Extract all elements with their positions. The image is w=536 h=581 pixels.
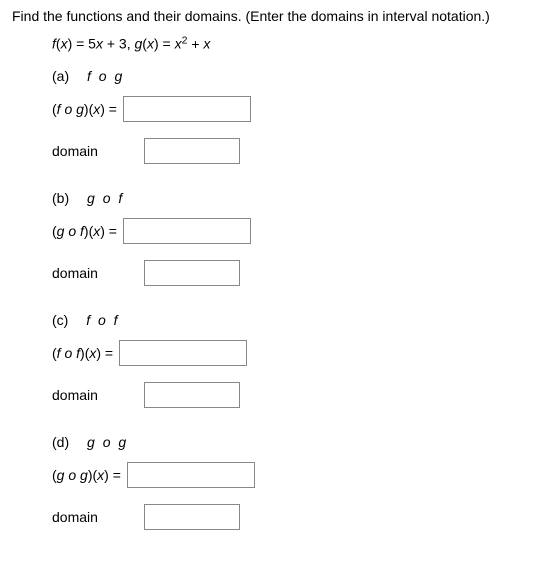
- part-c-domain-row: domain: [52, 382, 524, 408]
- part-c: (c) f o f (f o f)(x) = domain: [52, 312, 524, 408]
- part-b-answer-row: (g o f)(x) =: [52, 218, 524, 244]
- part-a-answer-row: (f o g)(x) =: [52, 96, 524, 122]
- part-c-domain-input[interactable]: [144, 382, 240, 408]
- part-a-domain-row: domain: [52, 138, 524, 164]
- part-c-answer-row: (f o f)(x) =: [52, 340, 524, 366]
- part-a-domain-input[interactable]: [144, 138, 240, 164]
- part-d-answer-row: (g o g)(x) =: [52, 462, 524, 488]
- part-a-answer-input[interactable]: [123, 96, 251, 122]
- part-a-label: (a) f o g: [52, 68, 524, 84]
- part-d-answer-input[interactable]: [127, 462, 255, 488]
- part-b-lhs: (g o f)(x) =: [52, 223, 117, 239]
- part-a-domain-label: domain: [52, 143, 144, 159]
- part-b-symbol: g o f: [87, 190, 124, 206]
- part-d-symbol: g o g: [87, 434, 128, 450]
- question-prompt: Find the functions and their domains. (E…: [12, 8, 524, 24]
- part-d-number: (d): [52, 434, 69, 450]
- part-a-lhs: (f o g)(x) =: [52, 101, 117, 117]
- part-c-lhs: (f o f)(x) =: [52, 345, 113, 361]
- part-c-answer-input[interactable]: [119, 340, 247, 366]
- part-d-domain-input[interactable]: [144, 504, 240, 530]
- part-b-answer-input[interactable]: [123, 218, 251, 244]
- part-a: (a) f o g (f o g)(x) = domain: [52, 68, 524, 164]
- part-d-label: (d) g o g: [52, 434, 524, 450]
- part-b-domain-label: domain: [52, 265, 144, 281]
- part-d: (d) g o g (g o g)(x) = domain: [52, 434, 524, 530]
- part-b-label: (b) g o f: [52, 190, 524, 206]
- part-c-label: (c) f o f: [52, 312, 524, 328]
- part-c-symbol: f o f: [86, 312, 119, 328]
- part-d-lhs: (g o g)(x) =: [52, 467, 121, 483]
- part-b: (b) g o f (g o f)(x) = domain: [52, 190, 524, 286]
- part-d-domain-row: domain: [52, 504, 524, 530]
- part-c-domain-label: domain: [52, 387, 144, 403]
- part-c-number: (c): [52, 312, 68, 328]
- part-b-number: (b): [52, 190, 69, 206]
- function-definitions: f(x) = 5x + 3, g(x) = x2 + x: [52, 34, 524, 52]
- part-b-domain-input[interactable]: [144, 260, 240, 286]
- part-d-domain-label: domain: [52, 509, 144, 525]
- part-a-symbol: f o g: [87, 68, 124, 84]
- part-a-number: (a): [52, 68, 69, 84]
- part-b-domain-row: domain: [52, 260, 524, 286]
